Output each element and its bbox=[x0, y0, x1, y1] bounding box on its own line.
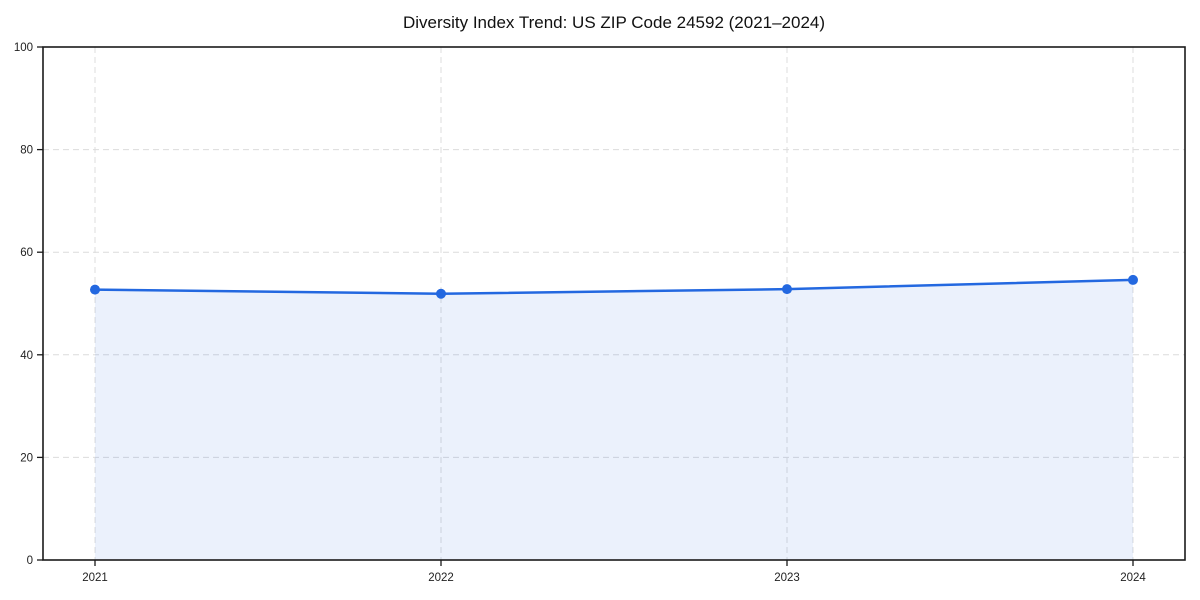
y-tick-label: 40 bbox=[20, 350, 33, 362]
x-tick-label: 2024 bbox=[1120, 572, 1146, 584]
x-tick-label: 2023 bbox=[774, 572, 800, 584]
data-point-marker bbox=[1128, 274, 1138, 285]
y-tick-label: 60 bbox=[20, 247, 33, 259]
x-tick-label: 2021 bbox=[82, 572, 108, 584]
y-tick-label: 80 bbox=[20, 145, 33, 157]
y-tick-label: 100 bbox=[14, 42, 33, 54]
data-point-marker bbox=[90, 284, 100, 295]
x-tick-label: 2022 bbox=[428, 572, 454, 584]
chart-title: Diversity Index Trend: US ZIP Code 24592… bbox=[402, 13, 826, 32]
plot-border bbox=[42, 46, 1186, 561]
y-tick-label: 20 bbox=[20, 452, 33, 464]
data-point-marker bbox=[782, 284, 792, 295]
data-point-marker bbox=[436, 288, 446, 299]
series-area-fill bbox=[95, 279, 1133, 560]
series-line bbox=[93, 278, 1135, 296]
y-tick-label: 0 bbox=[27, 555, 33, 567]
